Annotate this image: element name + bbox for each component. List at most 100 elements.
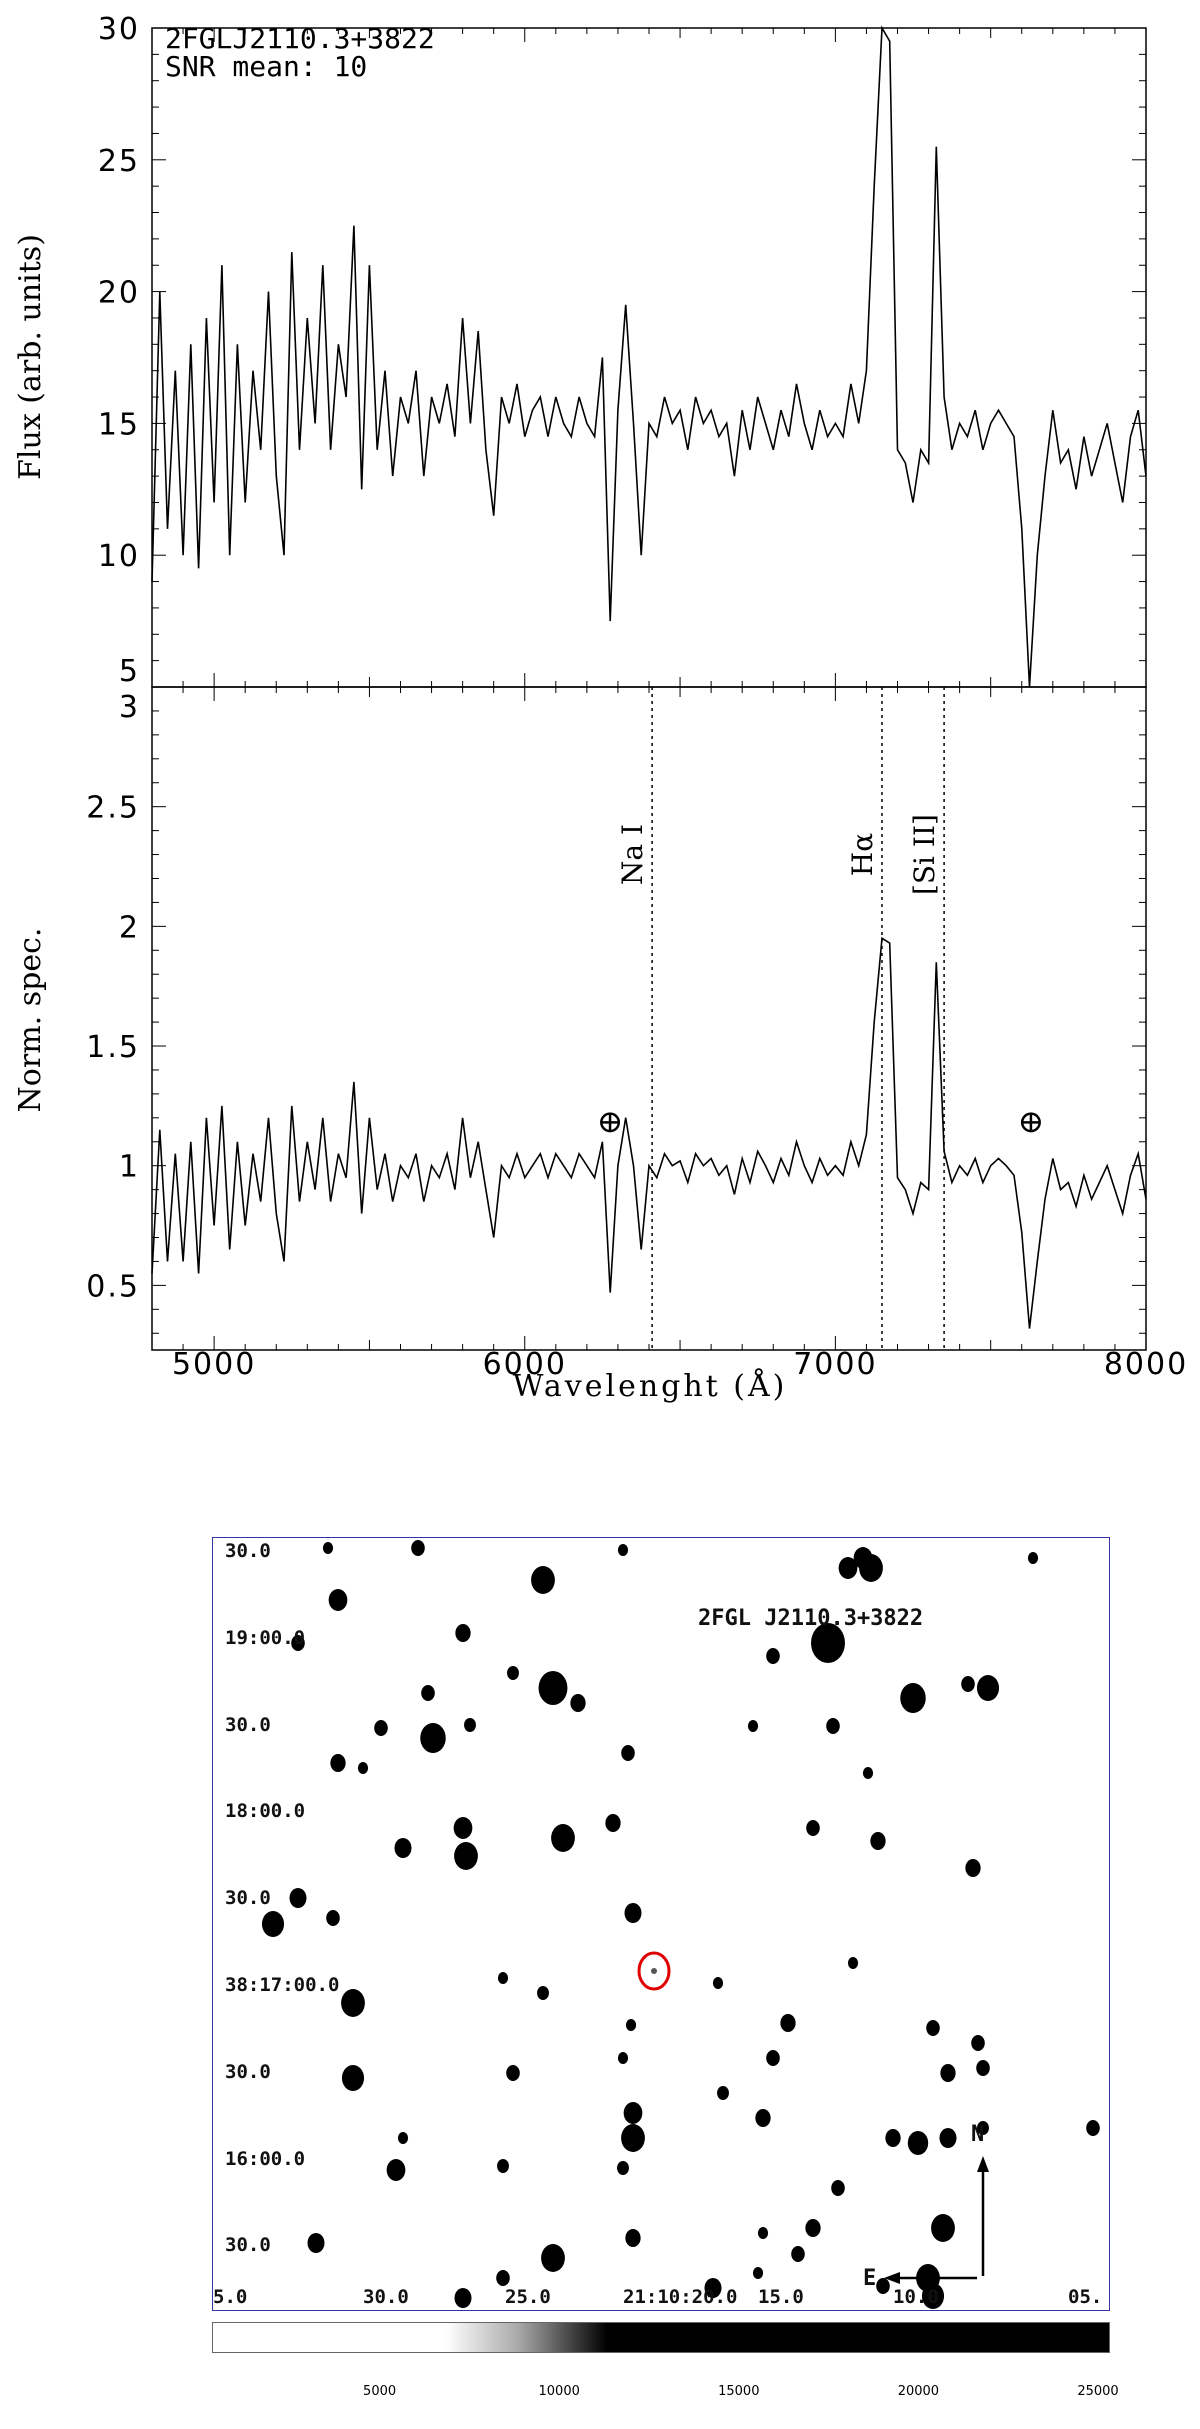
line-label: Na I [616,824,649,885]
colorbar-tick-label: 5000 [363,2384,397,2399]
star [811,1623,845,1663]
star [454,1842,478,1870]
star [621,2124,645,2152]
star [261,1911,285,1937]
star [747,1720,759,1732]
star [757,2227,769,2239]
finder-chart: 2FGL J2110.3+3822 30.0 19:00.0 30.0 18:00.0… [212,1537,1110,2311]
y-tick-label: 5 [119,654,140,689]
star [374,1720,388,1736]
star [965,1859,981,1877]
y-tick-label: 1.5 [86,1030,140,1065]
colorbar [212,2322,1110,2353]
star [806,1820,820,1836]
ra-label: 15.0 [758,2286,804,2308]
x-tick-label: 6000 [483,1347,567,1382]
star [838,1557,858,1579]
star [885,2129,901,2147]
star [617,1544,629,1556]
y-tick-label: 10 [98,539,140,574]
star [704,2278,722,2298]
star [805,2219,821,2237]
star [455,1624,471,1642]
x-axis-title: Wavelenght (Å) [513,1368,788,1404]
compass [884,2156,989,2284]
star [605,1814,621,1832]
star [621,1745,635,1761]
star [551,1824,575,1852]
y-tick-label: 30 [98,12,140,47]
star [766,2050,780,2066]
dec-label: 30.0 [225,1540,271,1562]
star [931,2214,955,2242]
star [971,2035,985,2051]
star [570,1694,586,1712]
star [453,1817,473,1839]
spectrum-chart: 5 10 15 20 25 30 0.5 1 1.5 2 2.5 3 5000 6000 7000 8000… [13,12,1188,1404]
y-tick-label: 2.5 [86,791,140,826]
plot-frame [151,27,1147,688]
target-marker-circle [637,1951,671,1991]
star [506,2065,520,2081]
y-tick-label: 2 [119,910,140,945]
star [847,1957,859,1969]
star [900,1683,926,1713]
star [531,1566,555,1594]
star [939,2128,957,2148]
ra-label: 5.0 [213,2286,248,2308]
north-arrowhead-icon [977,2156,989,2172]
east-label: E [863,2266,877,2291]
star [617,2052,629,2064]
x-tick-label: 7000 [793,1347,877,1382]
star [307,2233,325,2253]
star [977,2121,989,2135]
star-field [261,1540,1100,2309]
star [712,1977,724,1989]
telluric-symbol: ⊕ [597,1103,624,1141]
star [961,1676,975,1692]
y-tick-label: 1 [119,1150,140,1185]
star [625,2019,637,2031]
star [454,2288,472,2308]
star [394,1838,412,1858]
flux-panel: 5 10 15 20 25 30 [98,12,1147,689]
ra-label: 05. [1068,2286,1103,2308]
dec-label: 16:00.0 [225,2147,306,2170]
star [357,1762,369,1774]
star [625,2229,641,2247]
plot-frame [151,686,1147,1351]
norm-y-axis-title: Norm. spec. [13,928,48,1113]
colorbar-tick-label: 15000 [718,2384,760,2399]
y-tick-label: 3 [119,690,140,725]
star [386,2159,406,2181]
star [397,2132,409,2144]
star [926,2020,940,2036]
y-tick-label: 0.5 [86,1269,140,1304]
star [411,1540,425,1556]
star [755,2109,771,2127]
colorbar-tick-label: 10000 [538,2384,580,2399]
star [859,1554,883,1582]
star [420,1723,446,1753]
dec-label: 30.0 [225,1713,271,1736]
star [541,2244,565,2272]
star [831,2180,845,2196]
star [421,1685,435,1701]
star [870,1832,886,1850]
star [752,2267,764,2279]
flux-series-line [151,25,1147,688]
star [791,2246,805,2262]
star [624,1903,642,1923]
star [496,2270,510,2286]
star [876,2278,890,2294]
dec-label: 19:00.0 [225,1626,306,1649]
star [537,1986,549,2000]
star [322,1542,334,1554]
dec-label: 18:00.0 [225,1800,306,1823]
star [976,2060,990,2076]
x-tick-label: 8000 [1104,1347,1188,1382]
star [1086,2120,1100,2136]
star [330,1754,346,1772]
colorbar-tick-label: 25000 [1077,2384,1119,2399]
y-tick-label: 15 [98,407,140,442]
